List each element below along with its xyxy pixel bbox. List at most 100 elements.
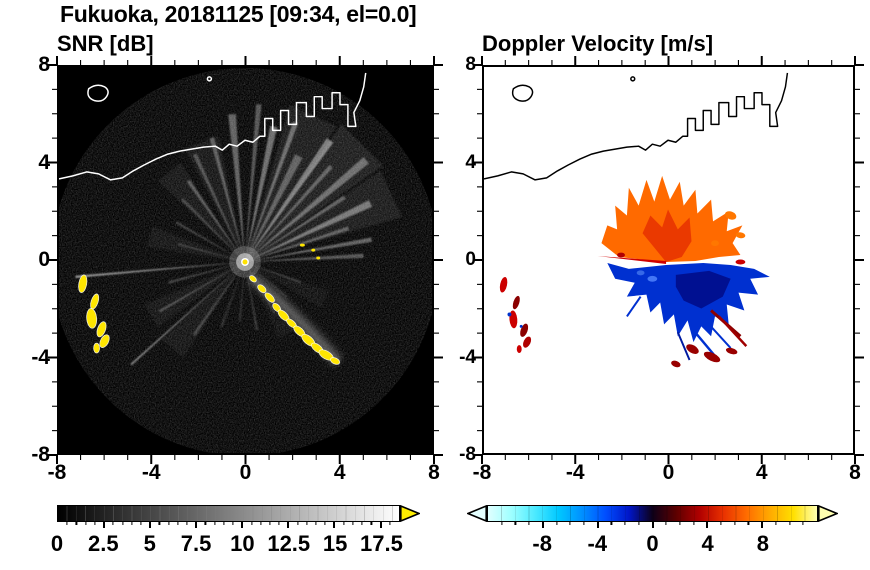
colorbar-tick	[343, 521, 345, 525]
doppler-colorbar-labels: -8 -4 0 4 8	[487, 531, 818, 558]
x-tick-label: -4	[565, 461, 585, 484]
y-tick-label: -8	[459, 444, 476, 465]
snr-colorbar-steps	[58, 506, 399, 521]
snr-beam-streaks	[75, 104, 402, 366]
doppler-left-echo-cluster	[499, 276, 532, 354]
doppler-colorbar-over-arrow	[818, 505, 838, 522]
doppler-colorbar-under-arrow	[467, 505, 487, 522]
colorbar-tick	[569, 521, 571, 525]
x-tick-label: 4	[333, 461, 346, 484]
colorbar-tick	[389, 521, 391, 525]
x-tick-label: 8	[428, 461, 440, 484]
doppler-y-axis-labels: 8 4 0 -4 -8	[446, 54, 476, 465]
colorbar-tick	[788, 521, 791, 525]
colorbar-tick	[651, 521, 654, 528]
y-tick-label: 0	[465, 249, 476, 270]
colorbar-tick	[131, 521, 133, 525]
colorbar-tick	[186, 521, 188, 525]
colorbar-tick	[241, 521, 244, 528]
figure-title: Fukuoka, 20181125 [09:34, el=0.0]	[60, 1, 417, 27]
x-tick-label: -8	[47, 461, 67, 484]
snr-y-axis-labels: 8 4 0 -4 -8	[6, 53, 50, 466]
snr-panel-title: SNR [dB]	[57, 31, 154, 56]
colorbar-tick-label: 0	[50, 531, 64, 556]
doppler-negative-fan	[607, 262, 770, 361]
colorbar-tick	[306, 521, 308, 525]
snr-colorbar	[57, 505, 400, 528]
colorbar-tick	[638, 521, 640, 525]
colorbar-tick	[802, 521, 804, 525]
colorbar-tick	[177, 521, 179, 525]
colorbar-tick	[528, 521, 530, 525]
colorbar-tick	[315, 521, 317, 525]
doppler-plot	[482, 65, 855, 455]
colorbar-tick	[747, 521, 750, 525]
y-tick-label: 0	[38, 248, 50, 271]
y-tick-label: 4	[38, 150, 50, 174]
snr-plot-canvas	[59, 67, 432, 453]
colorbar-tick-label: 4	[701, 531, 714, 556]
colorbar-tick	[624, 521, 626, 525]
colorbar-tick	[583, 521, 585, 525]
snr-colorbar-gradient	[58, 506, 399, 521]
coastline-path	[59, 72, 367, 181]
doppler-x-axis-labels: -8 -4 0 4 8	[473, 461, 861, 489]
colorbar-tick	[333, 521, 336, 528]
colorbar-tick-label: 8	[756, 531, 769, 556]
colorbar-tick	[140, 521, 142, 525]
colorbar-tick	[278, 521, 280, 525]
colorbar-tick	[204, 521, 207, 525]
colorbar-tick	[555, 521, 558, 525]
colorbar-tick	[324, 521, 326, 525]
colorbar-tick	[501, 521, 503, 525]
y-tick-label: 8	[465, 54, 476, 75]
colorbar-tick	[720, 521, 722, 525]
colorbar-tick	[214, 521, 216, 525]
colorbar-tick	[66, 521, 68, 525]
snr-plot	[57, 65, 434, 455]
doppler-lower-red-blobs	[671, 344, 738, 368]
colorbar-tick	[734, 521, 736, 525]
y-tick-label: -4	[459, 346, 476, 368]
doppler-colorbar-steps	[488, 506, 817, 521]
colorbar-tick	[706, 521, 709, 528]
snr-radar-center	[229, 246, 261, 278]
colorbar-tick	[223, 521, 225, 525]
snr-strong-echo-cluster	[78, 274, 110, 354]
y-tick-label: -4	[31, 345, 50, 369]
y-tick-label: -8	[31, 443, 50, 466]
x-tick-label: 8	[849, 461, 861, 484]
colorbar-tick	[195, 521, 198, 528]
doppler-panel-title: Doppler Velocity [m/s]	[482, 31, 714, 56]
snr-echo-specks	[299, 243, 321, 260]
colorbar-tick	[269, 521, 271, 525]
colorbar-tick-label: -4	[587, 531, 608, 556]
y-tick-label: 4	[465, 151, 476, 173]
doppler-aliased-red-spikes	[617, 252, 748, 347]
colorbar-tick	[679, 521, 681, 525]
colorbar-tick	[514, 521, 516, 525]
snr-x-axis-labels: -8 -4 0 4 8	[48, 461, 440, 489]
colorbar-tick	[379, 521, 382, 528]
colorbar-tick	[352, 521, 354, 525]
colorbar-tick-label: 10	[230, 531, 255, 556]
doppler-positive-specks	[711, 211, 746, 247]
x-tick-label: 4	[755, 461, 768, 484]
colorbar-tick	[297, 521, 299, 525]
colorbar-tick	[260, 521, 262, 525]
colorbar-tick-label: 12.5	[267, 531, 311, 556]
colorbar-tick	[370, 521, 372, 525]
colorbar-tick	[250, 521, 253, 525]
colorbar-tick	[75, 521, 78, 525]
colorbar-tick	[149, 521, 152, 528]
x-tick-label: -8	[472, 461, 492, 484]
colorbar-tick	[610, 521, 612, 525]
y-tick-label: 8	[38, 53, 50, 76]
colorbar-tick	[94, 521, 96, 525]
colorbar-tick	[596, 521, 599, 528]
coastline-path	[484, 72, 789, 181]
colorbar-tick	[232, 521, 234, 525]
doppler-colorbar-gradient	[488, 506, 817, 521]
snr-colorbar-labels: 0 2.5 5 7.5 10 12.5 15 17.5	[51, 531, 403, 558]
doppler-colorbar	[487, 505, 818, 528]
